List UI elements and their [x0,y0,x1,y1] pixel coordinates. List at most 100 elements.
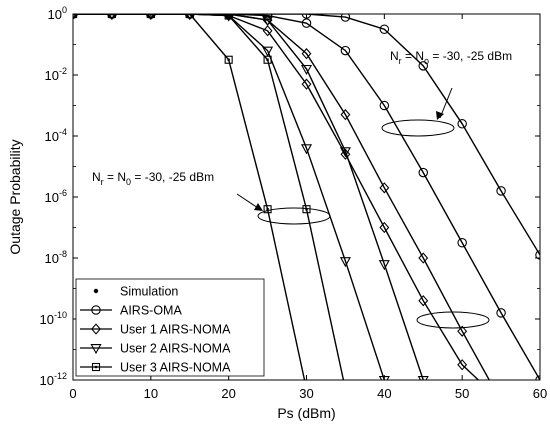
annotation-arrowhead-upper [436,111,444,120]
legend-box [75,278,265,377]
series-line [73,14,540,380]
data-point [262,46,274,57]
x-axis-label: Ps (dBm) [277,405,335,421]
legend-marker [91,305,101,315]
data-point [457,238,467,248]
legend-label: Simulation [120,285,178,299]
data-point [301,48,312,60]
data-point [417,376,429,380]
series-line [73,14,345,380]
series-line [73,14,480,380]
marker-square-outline [263,55,272,64]
x-tick-label: 60 [533,386,547,401]
legend-entry: User 1 AIRS-NOMA [80,323,231,337]
data-point [185,14,194,19]
marker-square-dot [94,365,98,369]
legend-label: AIRS-OMA [120,304,182,318]
marker-square-outline [107,14,116,19]
y-tick-label: 10-4 [45,127,67,144]
marker-square-outline [224,55,233,64]
data-point [339,147,351,158]
axes-layer: 0 10 20 30 40 50 60 100 10-2 10-4 10-6 10-8 10-10 10-… [7,5,547,421]
marker-square-outline [91,362,101,372]
legend-marker [91,323,101,335]
marker-square-dot [305,208,308,211]
data-point [496,308,506,318]
data-point [340,14,351,22]
x-tick-label: 10 [144,386,158,401]
marker-square-dot [266,58,269,61]
data-point [300,144,313,155]
marker-square-outline [185,14,194,19]
legend-label: User 2 AIRS-NOMA [120,342,231,356]
x-tick-label: 0 [69,386,76,401]
series-line [73,14,540,256]
x-tick-label: 30 [299,386,313,401]
data-point [496,186,506,196]
data-point [262,14,273,19]
data-point [418,252,429,264]
data-point [73,14,78,19]
legend-marker [91,362,101,372]
data-point [263,55,272,64]
data-point [418,295,429,307]
data-point [186,14,194,21]
data-point [418,61,428,71]
legend-marker [90,344,102,355]
data-point [263,205,272,214]
y-tick-label: 10-2 [45,66,67,83]
data-point [107,14,116,19]
data-point [262,16,274,27]
annotation-ellipse-upper [381,119,455,137]
y-tick-label: 10-8 [45,249,67,266]
y-tick-label: 10-12 [40,371,67,388]
legend-marker [93,288,99,294]
legend-label: User 3 AIRS-NOMA [120,361,231,375]
data-point [457,359,468,371]
x-tick-label: 40 [377,386,391,401]
annotation-arrow-lower [236,193,259,209]
data-point [301,78,312,90]
legend-entry: User 2 AIRS-NOMA [80,342,231,356]
annotation-ellipse-bottom [416,311,490,329]
legend-entry: Simulation [93,285,178,299]
legend-entry: User 3 AIRS-NOMA [80,361,231,375]
series-line [73,14,491,380]
data-point [379,100,390,111]
data-point [224,14,233,22]
legend-label: User 1 AIRS-NOMA [120,323,231,337]
data-point [457,325,468,337]
data-point [73,14,77,21]
series-line [73,14,306,380]
legend: Simulation AIRS-OMA User 1 AIRS-NOMA User 2… [75,278,265,377]
marker-square-dot [73,14,75,16]
data-point [379,221,390,234]
series-6 [73,14,429,380]
data-point [224,55,233,64]
data-point [379,182,390,194]
marker-square-dot [188,14,191,16]
marker-square-outline [224,14,233,20]
x-tick-label: 20 [221,386,235,401]
marker-square-dot [227,58,230,61]
marker-square-dot [266,208,269,211]
series-2 [73,14,540,260]
data-point [378,260,390,271]
annotation-upper: Nr = No = -30, -25 dBm [390,49,512,66]
marker-square-dot [110,14,114,16]
data-point [147,14,155,21]
data-point [340,148,351,160]
marker-square-outline [263,205,272,214]
y-tick-label: 10-10 [40,310,67,327]
annotation-layer: Nr = No = -30, -25 dBm Nr = N0 = -30, -25… [92,49,512,329]
y-tick-label: 10-6 [45,188,67,205]
data-point [418,167,428,178]
series-line [73,14,424,380]
data-point [379,24,390,34]
data-point [340,109,351,121]
data-point [300,64,313,76]
data-point [457,119,467,129]
x-tick-label: 50 [455,386,469,401]
annotation-ellipse-lower [257,207,331,225]
